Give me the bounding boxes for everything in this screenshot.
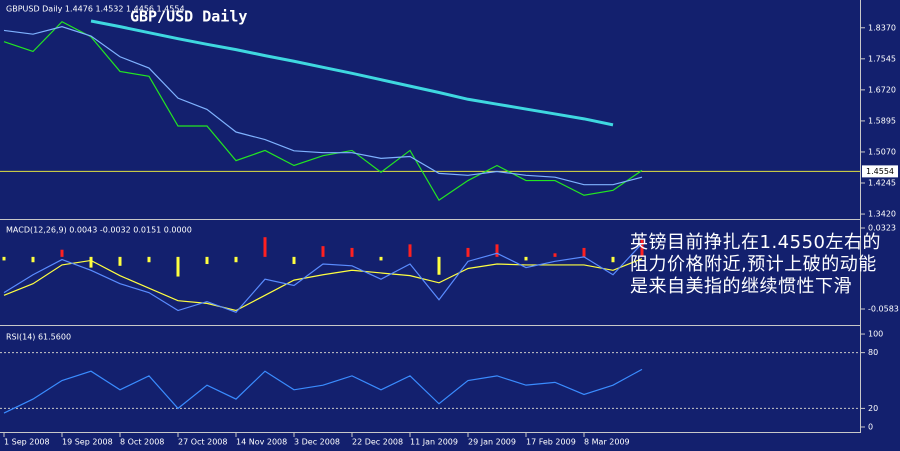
y-tick-label: 1.3420 [868,210,896,219]
series-line [3,21,643,201]
histogram-bar [553,253,557,257]
histogram-bar [234,256,238,263]
histogram-bar [640,238,644,257]
y-tick-label: 1.5895 [868,116,896,125]
histogram-bar [292,256,296,265]
histogram-bar [321,246,325,257]
panel-borders [0,0,861,433]
histogram-bar [350,247,354,257]
histogram-bar [2,256,6,261]
current-price-box [862,165,898,178]
histogram-bar [524,256,528,261]
y-tick-label: 1.5070 [868,147,896,156]
y-tick-label: 1.4245 [868,179,896,188]
y-tick-label: 0.0323 [868,223,896,232]
histogram-bar [60,249,64,257]
histogram-bar [147,256,151,263]
chart-title: GBP/USD Daily [130,8,247,26]
histogram-bar [582,247,586,257]
x-tick-label: 11 Jan 2009 [410,438,458,447]
series-line [90,19,614,127]
chart-subtitle: GBPUSD Daily 1.4476 1.4532 1.4456 1.4554 [6,5,185,14]
y-tick-label: 80 [868,348,878,357]
x-tick-label: 3 Dec 2008 [294,438,340,447]
histogram-bar [466,247,470,257]
macd-title: MACD(12,26,9) 0.0043 -0.0032 0.0151 0.00… [6,226,192,235]
series-line [3,243,643,314]
histogram-bar [611,256,615,263]
histogram-bar [205,256,209,265]
x-tick-label: 27 Oct 2008 [178,438,227,447]
x-tick-label: 19 Sep 2008 [62,438,113,447]
x-tick-label: 29 Jan 2009 [468,438,516,447]
histogram-bar [176,256,180,277]
y-tick-label: 20 [868,404,878,413]
y-tick-label: -0.0583 [868,304,899,313]
x-tick-label: 17 Feb 2009 [526,438,576,447]
histogram-bar [437,256,441,275]
histogram-bar [31,256,35,263]
histogram-bar [495,244,499,257]
histogram-bar [263,237,267,257]
x-tick-label: 8 Oct 2008 [120,438,164,447]
x-tick-label: 22 Dec 2008 [352,438,403,447]
y-tick-label: 1.8370 [868,23,896,32]
annotation: 英镑目前挣扎在1.4550左右的阻力价格附近,预计上破的动能是来自美指的继续惯性… [630,232,881,297]
histogram-bar [379,256,383,261]
series-line [3,368,643,414]
y-tick-label: 1.6720 [868,85,896,94]
rsi-title: RSI(14) 61.5600 [6,333,71,342]
y-tick-label: 1.7545 [868,54,896,63]
y-tick-label: 100 [868,330,883,339]
histogram-bar [118,256,122,266]
current-price-label: 1.4554 [866,167,894,176]
histogram-bar [408,244,412,257]
histogram-bar [89,256,93,268]
series-line [3,26,643,186]
y-tick-label: 0 [868,422,873,431]
x-tick-label: 14 Nov 2008 [236,438,287,447]
x-tick-label: 8 Mar 2009 [584,438,630,447]
x-tick-label: 1 Sep 2008 [4,438,50,447]
